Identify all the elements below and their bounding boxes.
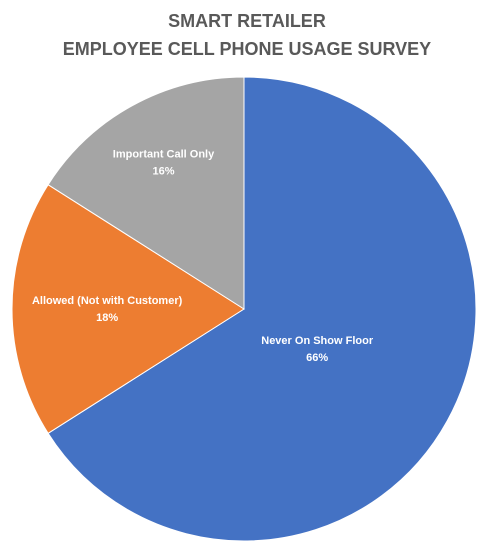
slice-value-label: 66% — [306, 352, 328, 364]
slice-value-label: 18% — [96, 312, 118, 324]
chart-title: SMART RETAILER — [168, 11, 326, 31]
pie-slice — [47, 76, 477, 542]
slice-label: Important Call Only — [113, 149, 215, 161]
slice-label: Allowed (Not with Customer) — [32, 295, 183, 307]
slice-label: Never On Show Floor — [261, 335, 374, 347]
pie-slice — [47, 76, 245, 310]
chart-subtitle: EMPLOYEE CELL PHONE USAGE SURVEY — [63, 39, 431, 59]
slice-value-label: 16% — [153, 166, 175, 178]
pie-slice — [11, 183, 245, 435]
